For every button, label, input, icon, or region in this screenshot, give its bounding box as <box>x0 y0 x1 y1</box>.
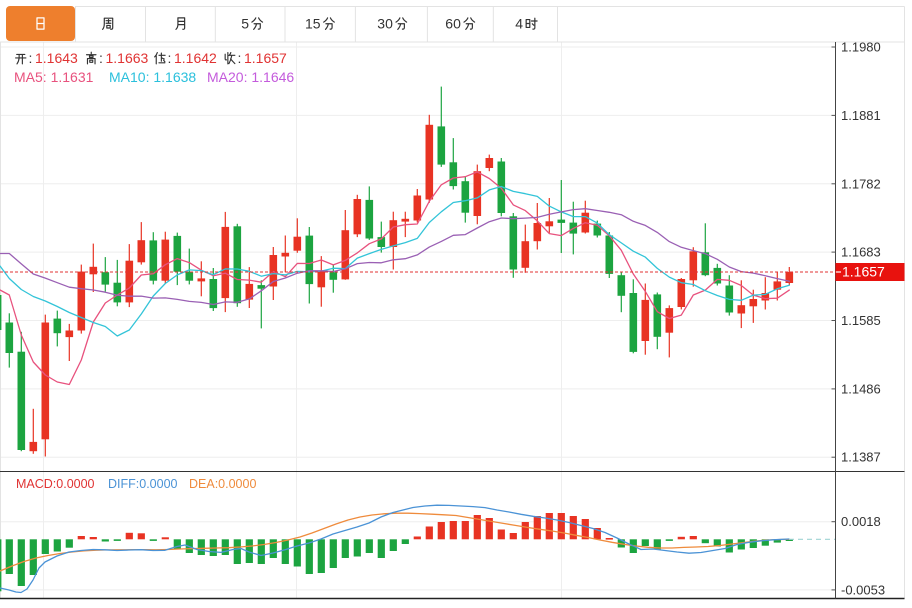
svg-text:1.1387: 1.1387 <box>841 450 881 465</box>
svg-text:0.0018: 0.0018 <box>841 514 881 529</box>
svg-text:1.1881: 1.1881 <box>841 108 881 123</box>
svg-text::1.1643:1.1663:1.1642:1.1657: :1.1643:1.1663:1.1642:1.1657 <box>29 50 288 66</box>
svg-text:-0.0053: -0.0053 <box>841 582 885 597</box>
svg-text:1.1782: 1.1782 <box>841 176 881 191</box>
svg-text:1.1486: 1.1486 <box>841 381 881 396</box>
svg-text:1.1683: 1.1683 <box>841 245 881 260</box>
svg-text:1.1657: 1.1657 <box>842 264 885 280</box>
svg-text:1.1980: 1.1980 <box>841 40 881 55</box>
svg-text:1.1585: 1.1585 <box>841 313 881 328</box>
